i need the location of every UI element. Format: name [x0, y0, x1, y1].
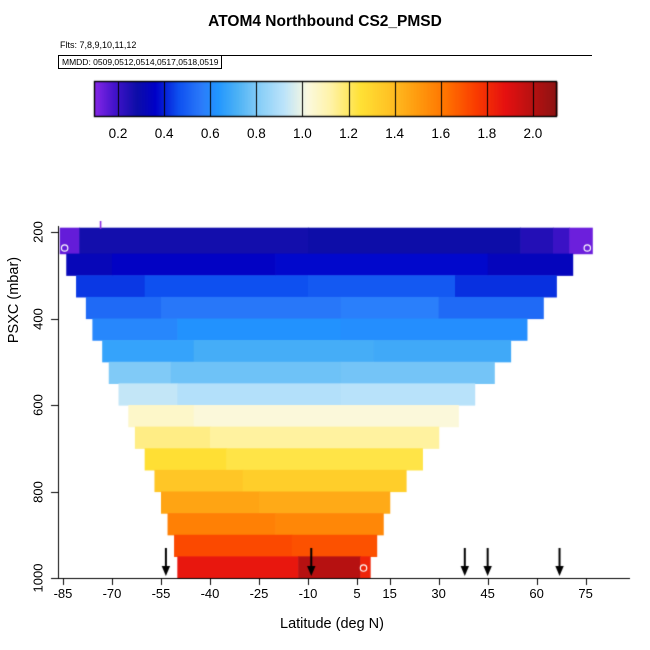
- chart-title: ATOM4 Northbound CS2_PMSD: [208, 13, 442, 30]
- x-tick-label: 15: [382, 586, 397, 601]
- x-tick-label: -85: [53, 586, 73, 601]
- x-tick-label: -25: [249, 586, 269, 601]
- x-axis-title: Latitude (deg N): [280, 616, 384, 632]
- colorbar-tick-label: 0.8: [246, 126, 266, 141]
- y-tick-label: 800: [30, 480, 46, 503]
- colorbar-tick-label: 2.0: [523, 126, 543, 141]
- mmdd-box: MMDD: 0509,0512,0514,0517,0518,0519: [58, 55, 223, 69]
- colorbar-tick-label: 1.8: [477, 126, 497, 141]
- flights-note: Flts: 7,8,9,10,11,12: [60, 40, 137, 50]
- x-tick-label: 30: [431, 586, 446, 601]
- x-tick-label: 60: [529, 586, 544, 601]
- x-tick-label: 5: [353, 586, 361, 601]
- legend-top-rule: [58, 55, 592, 56]
- x-tick-label: 45: [480, 586, 495, 601]
- x-tick-label: -10: [298, 586, 318, 601]
- colorbar-tick-label: 1.0: [293, 126, 312, 141]
- y-tick-label: 400: [30, 307, 46, 330]
- colorbar-tick-label: 0.2: [108, 126, 128, 141]
- colorbar-tick-label: 1.6: [431, 126, 451, 141]
- colorbar-tick-label: 1.2: [339, 126, 358, 141]
- x-tick-label: -70: [102, 586, 122, 601]
- x-tick-label: -55: [151, 586, 171, 601]
- x-tick-label: -40: [200, 586, 220, 601]
- colorbar-tick-label: 0.4: [154, 126, 174, 141]
- colorbar-tick-label: 1.4: [385, 126, 405, 141]
- y-tick-label: 200: [30, 221, 46, 243]
- y-tick-label: 600: [30, 394, 46, 416]
- y-axis-title: PSXC (mbar): [6, 256, 22, 344]
- y-tick-label: 1000: [30, 563, 46, 593]
- mmdd-label: MMDD: 0509,0512,0514,0517,0518,0519: [62, 57, 219, 67]
- colorbar-tick-label: 0.6: [200, 126, 220, 141]
- x-tick-label: 75: [578, 586, 593, 601]
